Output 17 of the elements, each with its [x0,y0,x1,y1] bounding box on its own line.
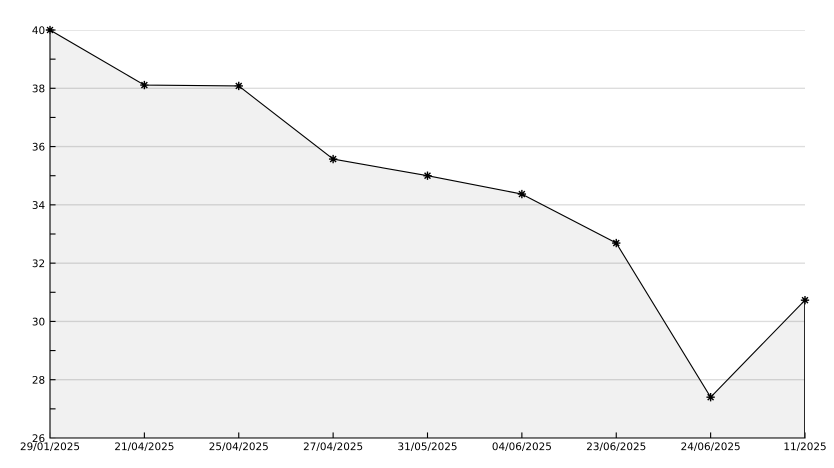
y-tick-label: 34 [32,201,45,209]
x-tick-label: 21/04/2025 [115,442,174,452]
x-tick-label: 11/2025 [784,442,826,452]
x-tick-label: 29/01/2025 [20,442,80,452]
x-tick-label: 04/06/2025 [492,442,551,452]
x-tick-label: 23/06/2025 [586,442,646,452]
y-tick-label: 26 [32,434,44,442]
x-tick-label: 24/06/2025 [681,442,740,452]
x-tick-label: 27/04/2025 [304,442,362,452]
x-tick-label: 25/04/2025 [209,442,268,452]
y-tick-label: 40 [32,26,44,34]
x-tick-label: 31/05/2025 [398,442,457,452]
y-tick-label: 28 [32,376,44,384]
y-tick-label: 32 [32,259,44,268]
y-tick-label: 38 [32,84,44,92]
y-tick-label: 30 [32,318,44,326]
y-tick-label: 36 [32,142,44,151]
